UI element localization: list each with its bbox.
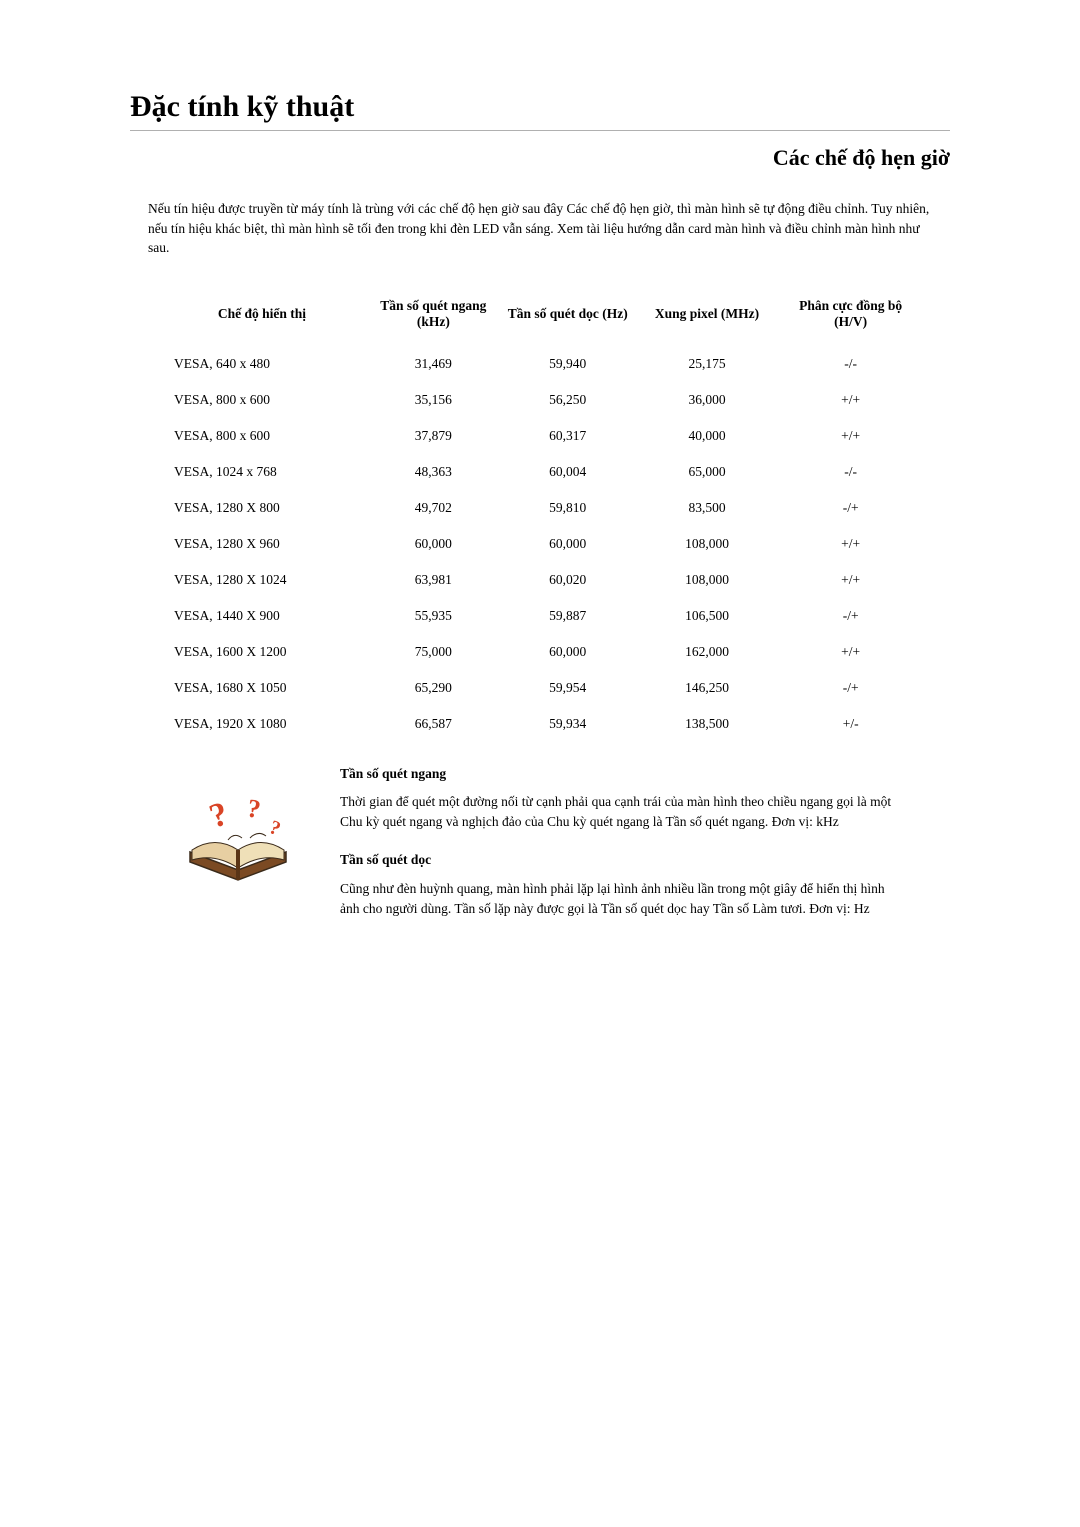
table-row: VESA, 1024 x 76848,36360,00465,000-/- <box>160 454 920 490</box>
table-row: VESA, 1280 X 80049,70259,81083,500-/+ <box>160 490 920 526</box>
vfreq-term: Tần số quét dọc <box>340 850 900 870</box>
table-cell: +/+ <box>781 418 920 454</box>
col-pixelclock: Xung pixel (MHz) <box>633 288 782 346</box>
table-cell: -/+ <box>781 598 920 634</box>
section-title: Các chế độ hẹn giờ <box>130 145 950 171</box>
title-divider <box>130 130 950 131</box>
table-cell: -/+ <box>781 670 920 706</box>
table-cell: +/+ <box>781 526 920 562</box>
table-cell: 48,363 <box>364 454 503 490</box>
table-cell: -/- <box>781 346 920 382</box>
book-questions-icon: ? ? ? <box>180 764 340 938</box>
table-cell: 60,317 <box>503 418 633 454</box>
table-cell: 162,000 <box>633 634 782 670</box>
table-cell: 106,500 <box>633 598 782 634</box>
table-cell: -/+ <box>781 490 920 526</box>
table-cell: 59,887 <box>503 598 633 634</box>
table-cell: 60,004 <box>503 454 633 490</box>
table-cell: 83,500 <box>633 490 782 526</box>
svg-text:?: ? <box>245 793 263 824</box>
col-hfreq: Tần số quét ngang (kHz) <box>364 288 503 346</box>
table-cell: VESA, 640 x 480 <box>160 346 364 382</box>
table-cell: 25,175 <box>633 346 782 382</box>
table-cell: 65,290 <box>364 670 503 706</box>
col-polarity: Phân cực đồng bộ (H/V) <box>781 288 920 346</box>
table-header-row: Chế độ hiển thị Tần số quét ngang (kHz) … <box>160 288 920 346</box>
table-cell: 138,500 <box>633 706 782 742</box>
table-cell: 36,000 <box>633 382 782 418</box>
table-row: VESA, 800 x 60037,87960,31740,000+/+ <box>160 418 920 454</box>
table-cell: 60,020 <box>503 562 633 598</box>
table-cell: 37,879 <box>364 418 503 454</box>
table-row: VESA, 1280 X 96060,00060,000108,000+/+ <box>160 526 920 562</box>
table-cell: VESA, 1280 X 960 <box>160 526 364 562</box>
table-cell: 35,156 <box>364 382 503 418</box>
table-cell: 75,000 <box>364 634 503 670</box>
timing-modes-table: Chế độ hiển thị Tần số quét ngang (kHz) … <box>160 288 920 742</box>
table-row: VESA, 1920 X 108066,58759,934138,500+/- <box>160 706 920 742</box>
svg-text:?: ? <box>266 816 284 840</box>
table-cell: 56,250 <box>503 382 633 418</box>
table-cell: VESA, 1600 X 1200 <box>160 634 364 670</box>
table-row: VESA, 800 x 60035,15656,25036,000+/+ <box>160 382 920 418</box>
col-mode: Chế độ hiển thị <box>160 288 364 346</box>
table-cell: 59,940 <box>503 346 633 382</box>
table-cell: +/- <box>781 706 920 742</box>
table-row: VESA, 1680 X 105065,29059,954146,250-/+ <box>160 670 920 706</box>
hfreq-desc: Thời gian để quét một đường nối từ cạnh … <box>340 792 900 833</box>
svg-text:?: ? <box>205 795 233 835</box>
intro-paragraph: Nếu tín hiệu được truyền từ máy tính là … <box>148 199 950 258</box>
table-cell: VESA, 800 x 600 <box>160 418 364 454</box>
table-cell: 108,000 <box>633 562 782 598</box>
table-cell: VESA, 1440 X 900 <box>160 598 364 634</box>
table-cell: 59,954 <box>503 670 633 706</box>
table-cell: VESA, 1920 X 1080 <box>160 706 364 742</box>
table-cell: 55,935 <box>364 598 503 634</box>
table-cell: VESA, 1680 X 1050 <box>160 670 364 706</box>
table-cell: VESA, 1280 X 1024 <box>160 562 364 598</box>
table-cell: 66,587 <box>364 706 503 742</box>
table-cell: VESA, 1280 X 800 <box>160 490 364 526</box>
table-cell: +/+ <box>781 562 920 598</box>
table-cell: 63,981 <box>364 562 503 598</box>
table-cell: 65,000 <box>633 454 782 490</box>
hfreq-term: Tần số quét ngang <box>340 764 900 784</box>
table-cell: VESA, 800 x 600 <box>160 382 364 418</box>
table-row: VESA, 1440 X 90055,93559,887106,500-/+ <box>160 598 920 634</box>
table-cell: -/- <box>781 454 920 490</box>
vfreq-desc: Cũng như đèn huỳnh quang, màn hình phải … <box>340 879 900 920</box>
table-cell: 146,250 <box>633 670 782 706</box>
table-cell: 60,000 <box>503 634 633 670</box>
table-row: VESA, 1600 X 120075,00060,000162,000+/+ <box>160 634 920 670</box>
page-title: Đặc tính kỹ thuật <box>130 90 950 124</box>
col-vfreq: Tần số quét dọc (Hz) <box>503 288 633 346</box>
definitions-block: ? ? ? Tần số quét ngang Thời gian để qué… <box>180 764 900 938</box>
table-cell: 108,000 <box>633 526 782 562</box>
table-cell: 31,469 <box>364 346 503 382</box>
table-cell: VESA, 1024 x 768 <box>160 454 364 490</box>
table-row: VESA, 640 x 48031,46959,94025,175-/- <box>160 346 920 382</box>
table-cell: 40,000 <box>633 418 782 454</box>
table-cell: +/+ <box>781 634 920 670</box>
table-cell: 59,810 <box>503 490 633 526</box>
table-cell: +/+ <box>781 382 920 418</box>
table-cell: 60,000 <box>503 526 633 562</box>
table-cell: 49,702 <box>364 490 503 526</box>
table-cell: 59,934 <box>503 706 633 742</box>
table-row: VESA, 1280 X 102463,98160,020108,000+/+ <box>160 562 920 598</box>
table-cell: 60,000 <box>364 526 503 562</box>
